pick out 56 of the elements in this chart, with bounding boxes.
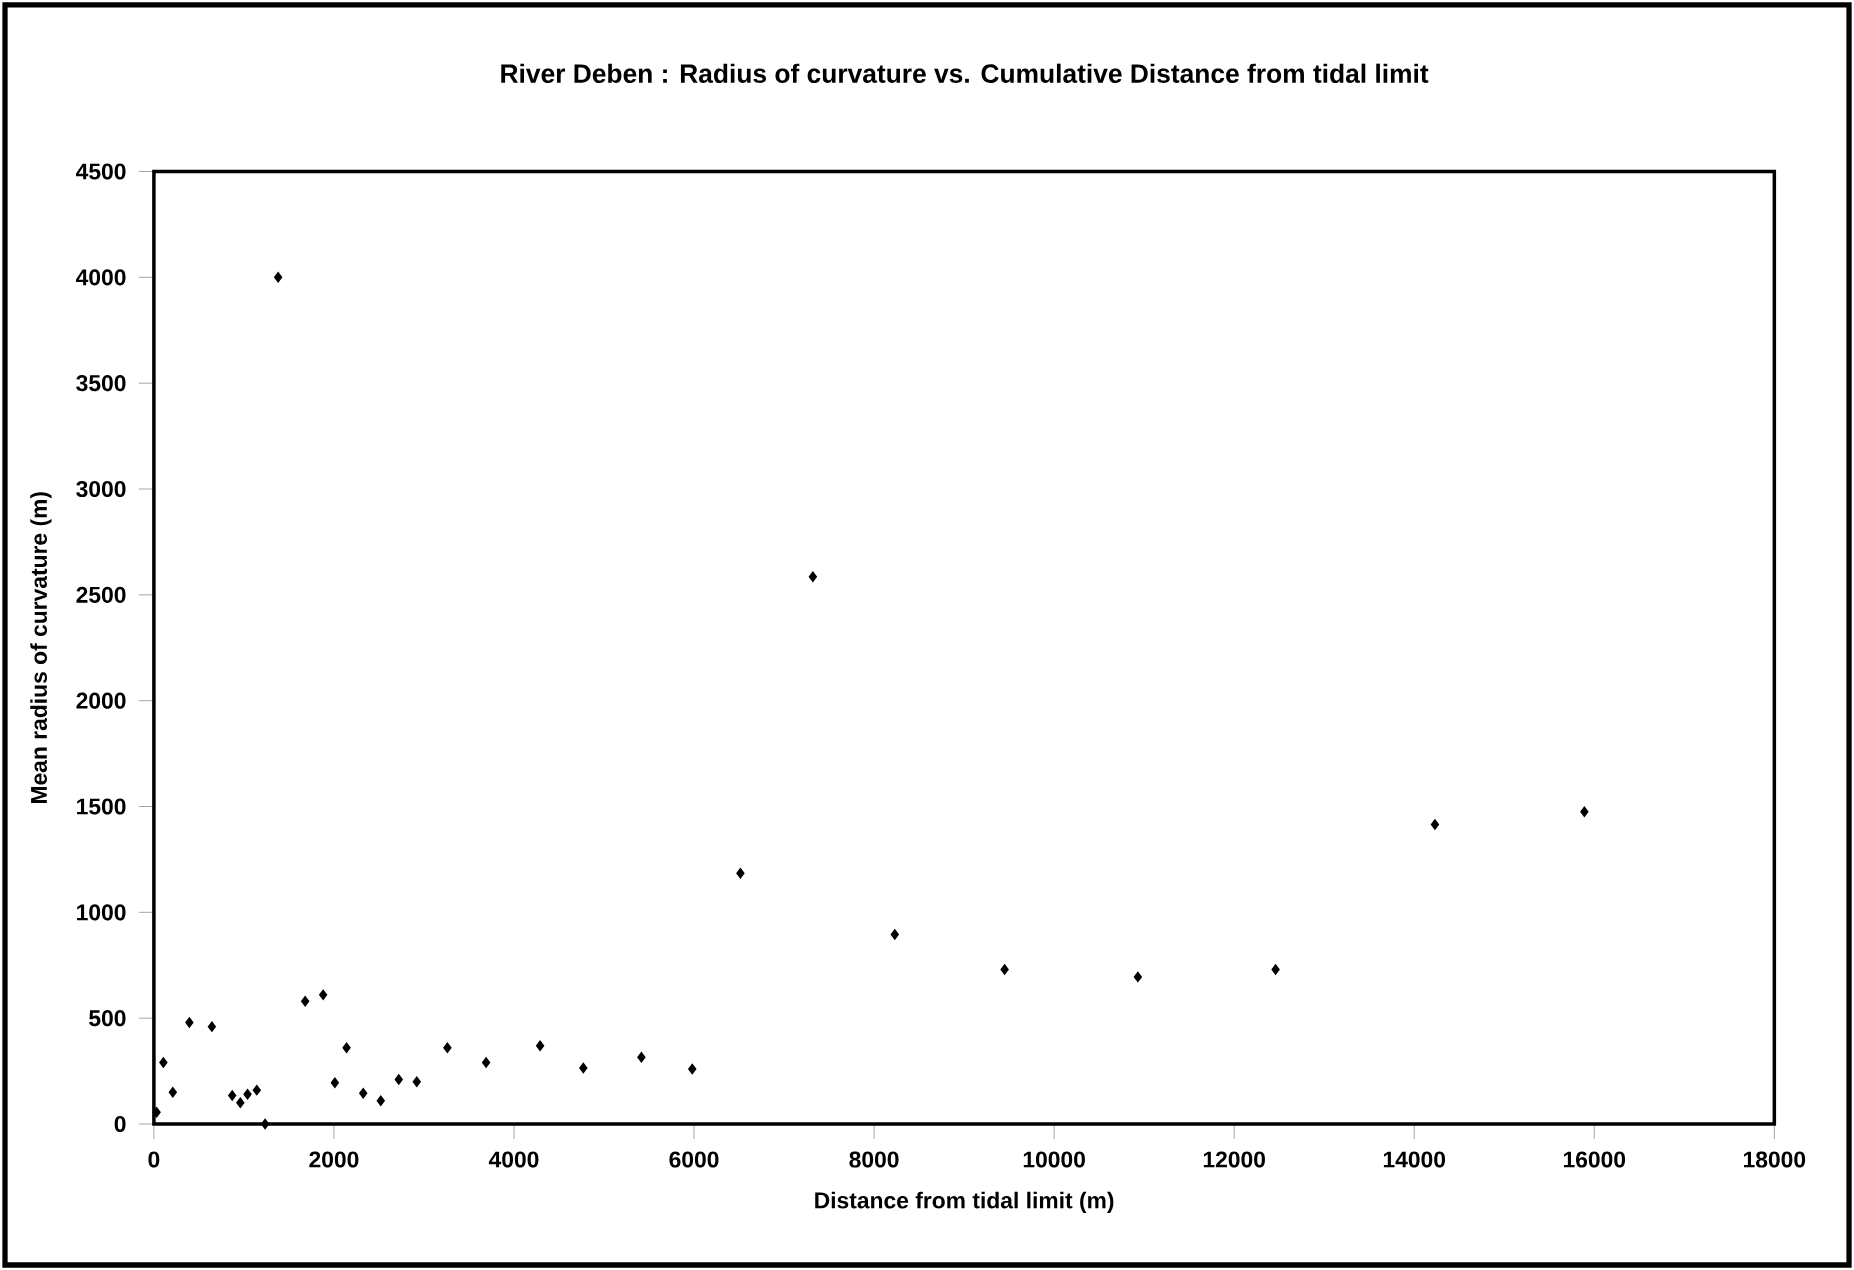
y-tick-label: 2000 bbox=[76, 692, 126, 709]
point bbox=[688, 1063, 697, 1075]
x-tick-label: 16000 bbox=[1563, 1151, 1626, 1168]
y-tick-label: 3500 bbox=[76, 375, 126, 392]
y-tick-label: 2500 bbox=[76, 586, 126, 603]
x-tick-label: 18000 bbox=[1743, 1151, 1806, 1168]
point bbox=[481, 1057, 491, 1068]
point bbox=[342, 1042, 351, 1054]
x-tick-label: 2000 bbox=[309, 1151, 359, 1168]
point bbox=[228, 1090, 237, 1101]
y-tick-label: 1500 bbox=[77, 798, 126, 815]
point bbox=[1133, 971, 1142, 983]
y-tick-label: 4500 bbox=[75, 163, 126, 180]
point bbox=[1271, 964, 1280, 975]
point bbox=[1000, 964, 1009, 975]
point bbox=[890, 929, 899, 940]
point bbox=[579, 1062, 588, 1074]
x-tick-label: 0 bbox=[148, 1151, 160, 1168]
x-tick-label: 8000 bbox=[849, 1151, 899, 1168]
point bbox=[243, 1089, 252, 1100]
x-axis-title: Distance from tidal limit (m) bbox=[815, 1191, 1114, 1214]
point bbox=[252, 1084, 261, 1096]
point bbox=[359, 1088, 368, 1099]
point bbox=[273, 272, 283, 283]
y-tick-label: 3000 bbox=[76, 480, 126, 498]
x-tick-label: 14000 bbox=[1383, 1151, 1446, 1168]
point bbox=[185, 1017, 194, 1028]
point bbox=[443, 1042, 452, 1054]
x-tick-label: 10000 bbox=[1023, 1151, 1085, 1168]
point bbox=[330, 1077, 339, 1089]
point bbox=[412, 1076, 421, 1087]
point bbox=[152, 1107, 161, 1118]
point bbox=[301, 995, 310, 1007]
point bbox=[260, 1118, 270, 1130]
point bbox=[535, 1040, 545, 1051]
point bbox=[637, 1052, 646, 1063]
y-tick-label: 500 bbox=[89, 1010, 126, 1027]
point bbox=[376, 1095, 385, 1106]
x-tick-label: 12000 bbox=[1203, 1151, 1265, 1168]
point bbox=[168, 1086, 177, 1098]
x-tick-label: 4000 bbox=[488, 1151, 539, 1168]
point bbox=[1580, 806, 1589, 818]
point bbox=[236, 1097, 245, 1109]
point bbox=[1430, 819, 1440, 830]
point bbox=[808, 571, 818, 583]
y-tick-label: 0 bbox=[114, 1115, 126, 1133]
point bbox=[394, 1074, 403, 1085]
x-tick-label: 6000 bbox=[669, 1151, 719, 1168]
y-axis-title: Mean radius of curvature (m) bbox=[30, 492, 52, 803]
point bbox=[736, 867, 745, 879]
point bbox=[159, 1057, 168, 1068]
point bbox=[319, 989, 328, 1001]
y-tick-label: 4000 bbox=[75, 269, 126, 286]
y-tick-label: 1000 bbox=[77, 904, 126, 921]
point bbox=[207, 1021, 217, 1032]
chart-title: River Deben : Radius of curvature vs. Cumulative Distance from tidal limit bbox=[501, 63, 1429, 83]
